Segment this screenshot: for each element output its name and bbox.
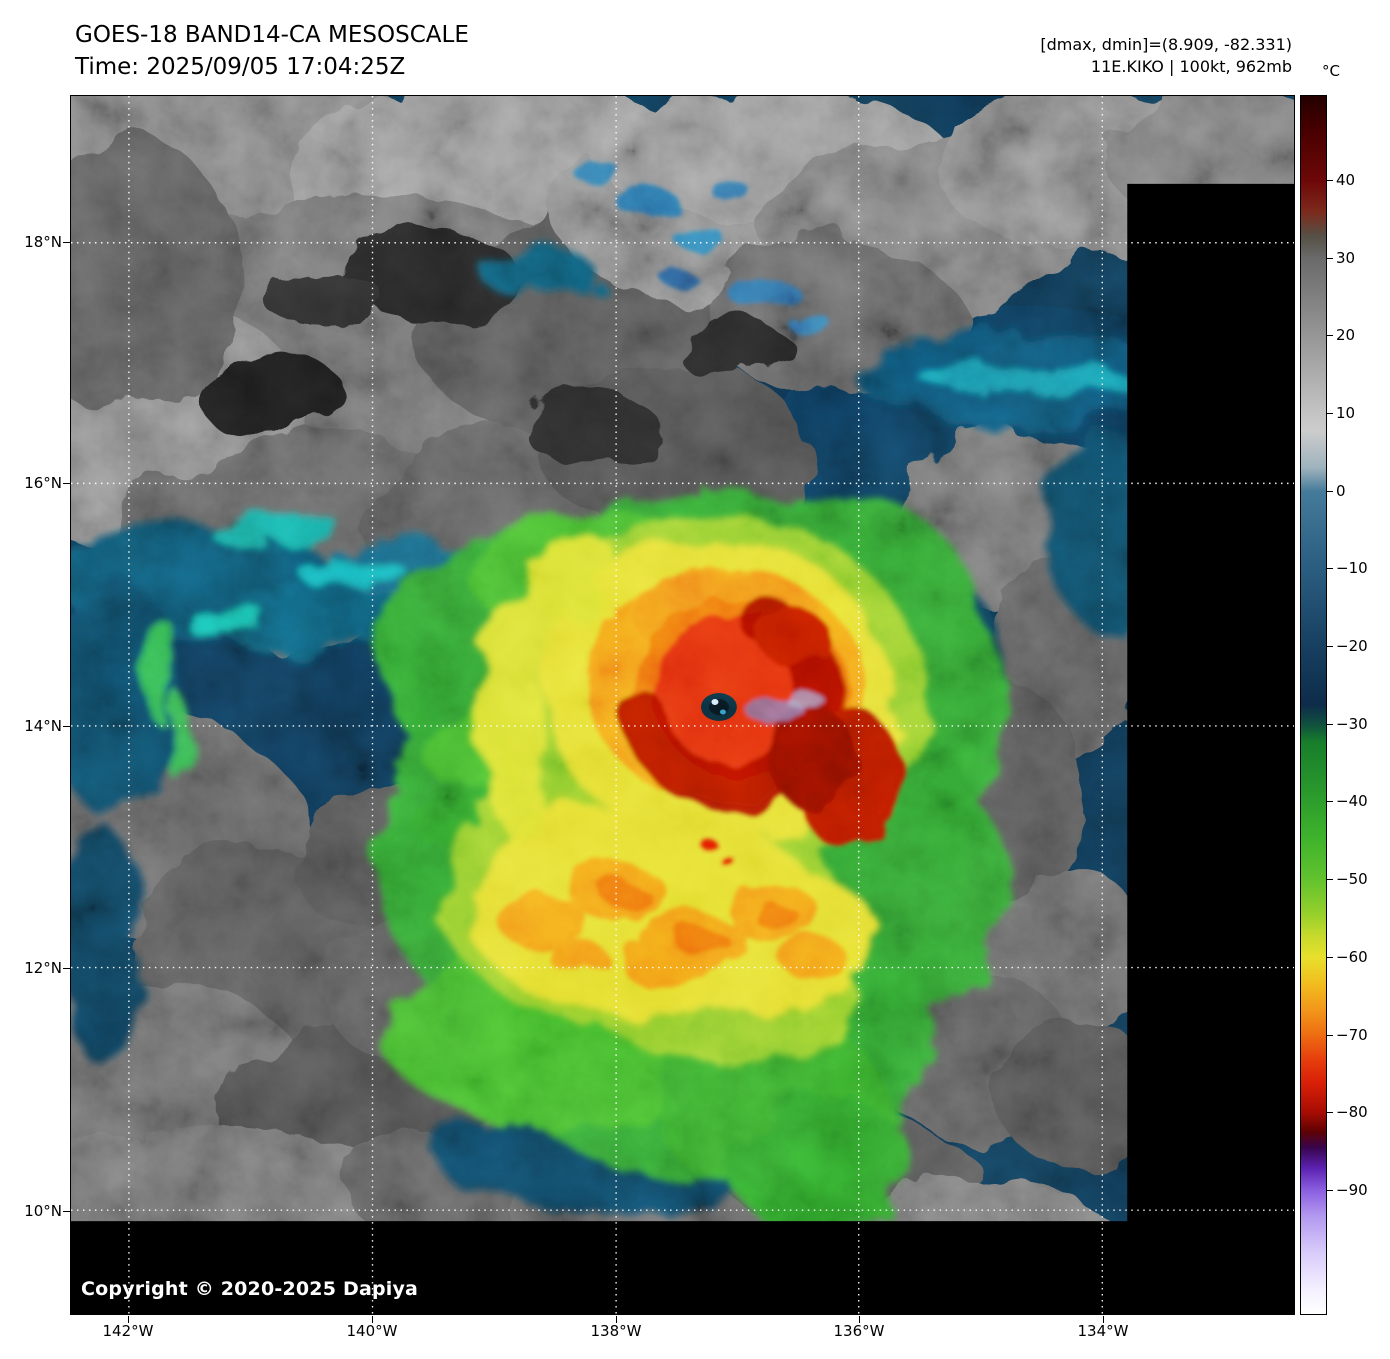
lon-label-142w: 142°W <box>102 1322 154 1340</box>
colorbar-tick <box>1327 646 1333 647</box>
colorbar-tick <box>1327 879 1333 880</box>
lat-tick <box>63 483 70 484</box>
colorbar-tick <box>1327 258 1333 259</box>
colorbar-tick-label: −50 <box>1336 870 1368 888</box>
colorbar-tick-label: −60 <box>1336 948 1368 966</box>
colorbar-tick <box>1327 1112 1333 1113</box>
lon-label-134w: 134°W <box>1077 1322 1129 1340</box>
satellite-map: Copyright © 2020-2025 Dapiya <box>70 95 1295 1315</box>
lat-tick <box>63 1211 70 1212</box>
lon-tick <box>372 1316 373 1323</box>
colorbar-tick <box>1327 335 1333 336</box>
colorbar-tick-label: 30 <box>1336 249 1356 267</box>
colorbar-tick <box>1327 724 1333 725</box>
data-range-label: [dmax, dmin]=(8.909, -82.331) <box>1040 35 1292 54</box>
product-title: GOES-18 BAND14-CA MESOSCALE <box>75 22 469 48</box>
colorbar-tick <box>1327 1035 1333 1036</box>
satellite-image <box>71 96 1294 1314</box>
lon-tick <box>1103 1316 1104 1323</box>
copyright-label: Copyright © 2020-2025 Dapiya <box>81 1278 419 1300</box>
lat-tick <box>63 242 70 243</box>
colorbar-tick-label: −10 <box>1336 559 1368 577</box>
colorbar-tick <box>1327 1190 1333 1191</box>
time-label: Time: 2025/09/05 17:04:25Z <box>75 54 406 80</box>
lon-tick <box>128 1316 129 1323</box>
texture-overlay-coarse <box>71 96 1294 1314</box>
colorbar-tick <box>1327 568 1333 569</box>
lat-label-10n: 10°N <box>24 1202 62 1220</box>
info-block: [dmax, dmin]=(8.909, -82.331) 11E.KIKO |… <box>1040 34 1292 78</box>
lat-label-12n: 12°N <box>24 959 62 977</box>
colorbar <box>1300 95 1327 1315</box>
colorbar-tick <box>1327 413 1333 414</box>
colorbar-tick-label: −20 <box>1336 637 1368 655</box>
colorbar-tick <box>1327 801 1333 802</box>
gridlines <box>71 96 1294 1314</box>
colorbar-tick <box>1327 957 1333 958</box>
lon-tick <box>616 1316 617 1323</box>
colorbar-tick-label: 40 <box>1336 171 1356 189</box>
colorbar-tick-label: −70 <box>1336 1026 1368 1044</box>
colorbar-tick-label: −30 <box>1336 715 1368 733</box>
lat-tick <box>63 968 70 969</box>
no-data-mask <box>71 183 1294 1314</box>
lon-label-140w: 140°W <box>346 1322 398 1340</box>
colorbar-tick-label: 0 <box>1336 482 1346 500</box>
colorbar-tick-label: −90 <box>1336 1181 1368 1199</box>
colorbar-unit-label: °C <box>1322 62 1340 80</box>
lon-label-138w: 138°W <box>590 1322 642 1340</box>
colorbar-tick <box>1327 491 1333 492</box>
lat-label-16n: 16°N <box>24 474 62 492</box>
colorbar-tick-label: −80 <box>1336 1103 1368 1121</box>
storm-info-label: 11E.KIKO | 100kt, 962mb <box>1090 57 1292 76</box>
lat-tick <box>63 726 70 727</box>
lat-label-18n: 18°N <box>24 233 62 251</box>
lon-tick <box>859 1316 860 1323</box>
colorbar-tick-label: 20 <box>1336 326 1356 344</box>
lon-label-136w: 136°W <box>833 1322 885 1340</box>
colorbar-tick <box>1327 180 1333 181</box>
colorbar-tick-label: −40 <box>1336 792 1368 810</box>
colorbar-tick-label: 10 <box>1336 404 1356 422</box>
lat-label-14n: 14°N <box>24 717 62 735</box>
